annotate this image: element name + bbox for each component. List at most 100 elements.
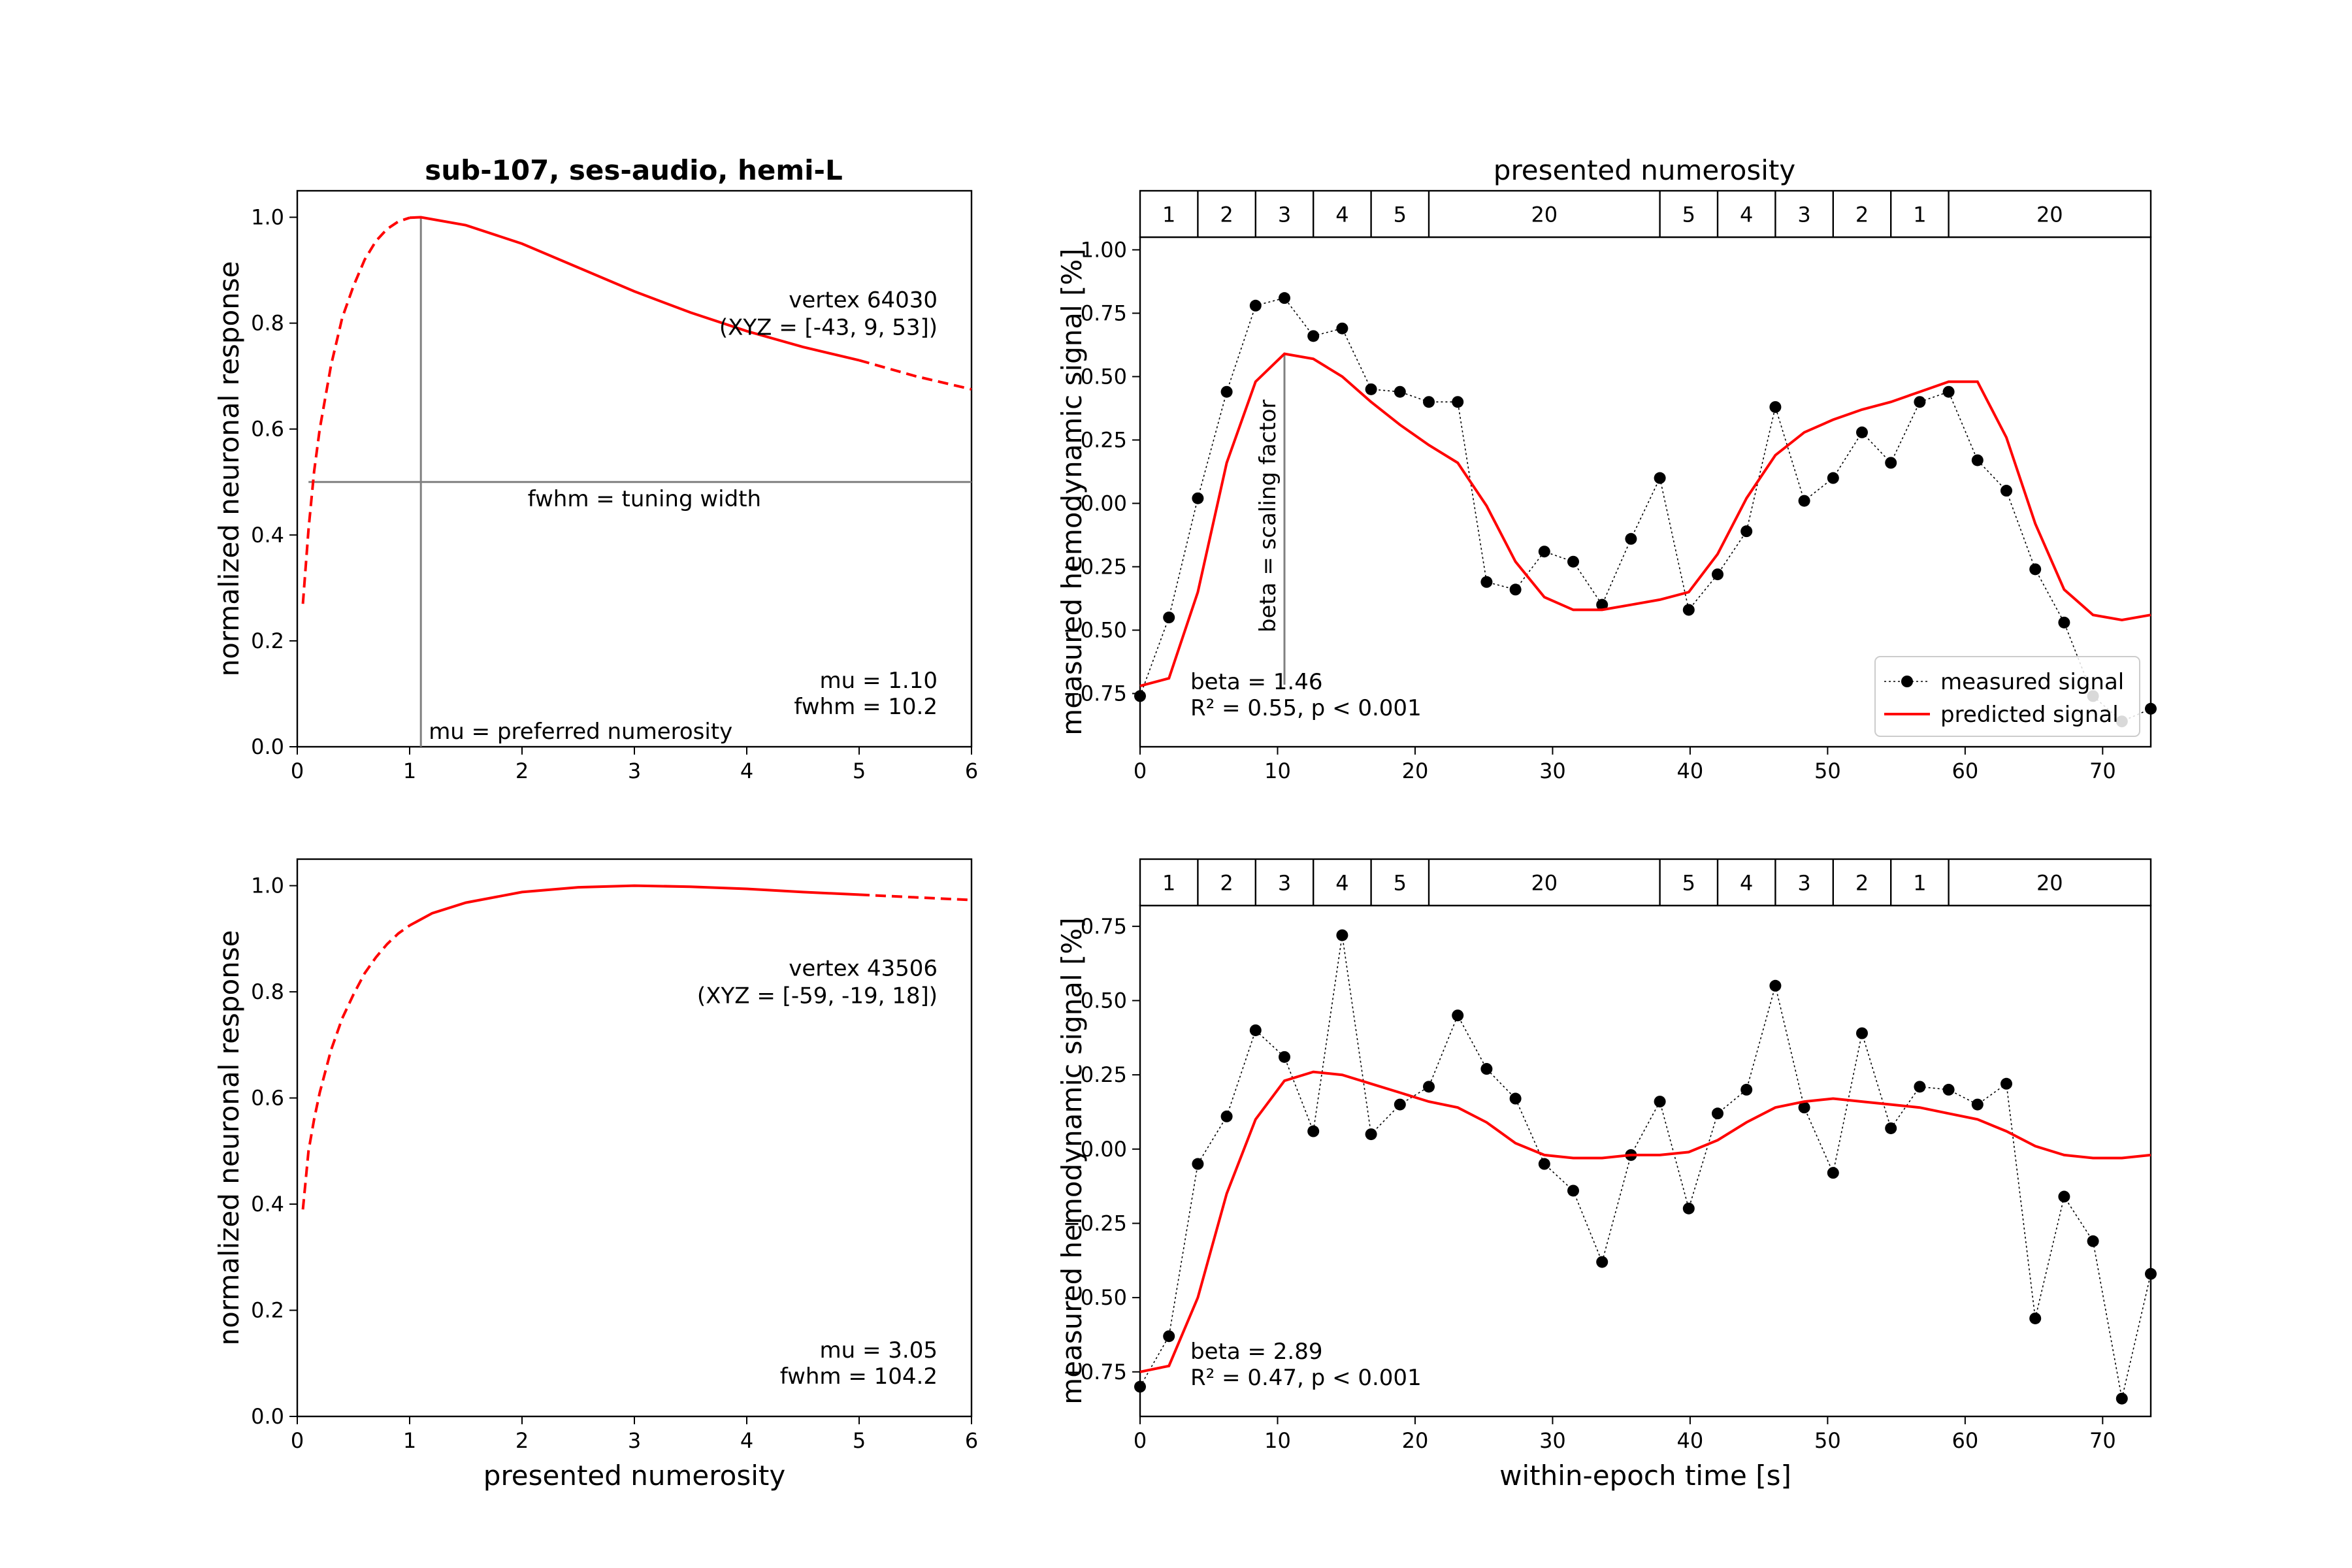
timecourse-bottom-measured-point [1480,1063,1493,1075]
timecourse-top-measured-point [1394,385,1406,398]
timecourse-top-stimulus-label: 3 [1278,203,1291,227]
timecourse-top-measured-point [1712,568,1723,581]
timecourse-bottom-measured-point [1538,1158,1550,1170]
timecourse-top-stimulus-label: 2 [1855,203,1869,227]
timecourse-bottom-y-tick-label: 0.75 [1081,914,1127,939]
timecourse-bottom-x-tick-label: 60 [1952,1428,1978,1453]
tuning-bottom-y-tick-label: 0.2 [251,1298,284,1323]
timecourse-top-measured-point [1856,426,1868,438]
tuning-bottom-x-tick-label: 3 [628,1428,641,1453]
timecourse-top-stimulus-label: 5 [1682,203,1695,227]
timecourse-top-x-tick-label: 10 [1264,759,1291,783]
timecourse-top-measured-line [1139,297,2151,723]
timecourse-bottom-fit-stats: R² = 0.47, p < 0.001 [1190,1365,1422,1391]
timecourse-bottom-x-tick-label: 30 [1539,1428,1566,1453]
timecourse-top-y-axis-label: measured hemodynamic signal [%] [1056,248,1088,735]
timecourse-top-measured-point [1596,598,1609,611]
timecourse-top-measured-point [1827,472,1839,484]
tuning-bottom-x-axis-label: presented numerosity [483,1460,785,1492]
tuning-top-fwhm-guide-label: fwhm = tuning width [528,486,761,512]
timecourse-bottom-stimulus-label: 20 [2036,871,2063,896]
timecourse-bottom-x-tick-label: 20 [1402,1428,1429,1453]
timecourse-bottom-x-tick-label: 50 [1814,1428,1841,1453]
timecourse-top-fit-stats: R² = 0.55, p < 0.001 [1190,695,1422,721]
tuning-top-y-tick-label: 0.0 [251,734,284,759]
timecourse-bottom-measured-point [1423,1081,1435,1093]
timecourse-bottom-measured-point [1654,1096,1666,1108]
timecourse-top-y-tick-label: 0.50 [1081,364,1127,389]
timecourse-top-measured-point [1654,472,1666,484]
tuning-top-y-tick-label: 0.6 [251,417,284,442]
timecourse-top-measured-point [2145,702,2157,715]
timecourse-bottom-stimulus-label: 5 [1394,871,1407,896]
tuning-top-axes-frame [296,189,973,748]
timecourse-top-stimulus-label: 5 [1394,203,1407,227]
tuning-top-xyz-label: (XYZ = [-43, 9, 53]) [719,314,938,340]
timecourse-bottom-measured-point [1856,1027,1868,1039]
timecourse-bottom-y-tick-label: 0.00 [1081,1137,1127,1162]
timecourse-top-measured-point [1365,383,1377,395]
timecourse-bottom-measured-point [2087,1235,2099,1247]
timecourse-top-y-tick-label: −0.75 [1063,681,1127,706]
tuning-top-mu-guide-label: mu = preferred numerosity [429,719,732,745]
timecourse-bottom-stimulus-label: 5 [1682,871,1695,896]
tuning-top-y-tick-label: 0.4 [251,523,284,547]
timecourse-top-measured-point [1567,555,1579,568]
tuning-bottom-x-tick-label: 0 [291,1428,304,1453]
tuning-bottom-vertex-label: vertex 43506 [789,956,938,982]
timecourse-top-measured-point [1163,612,1175,624]
tuning-bottom-x-tick-label: 6 [965,1428,978,1453]
timecourse-bottom-y-tick-label: −0.75 [1063,1360,1127,1384]
timecourse-top-measured-point [2058,616,2070,629]
timecourse-top-measured-point [1279,292,1290,304]
tuning-bottom-y-tick-label: 0.8 [251,979,284,1004]
timecourse-bottom-beta-value: beta = 2.89 [1190,1339,1322,1365]
timecourse-bottom-predicted-line [1139,1070,2151,1373]
tuning-bottom-x-tick-label: 1 [403,1428,416,1453]
timecourse-bottom-measured-point [1279,1051,1290,1063]
tuning-top-tuning-curve-dashed-low [301,216,410,604]
tuning-top-x-tick-label: 5 [853,759,866,783]
timecourse-top-stimulus-label: 1 [1913,203,1926,227]
tuning-bottom-tuning-curve-solid [409,884,860,927]
timecourse-top-measured-point [1625,532,1637,545]
tuning-bottom-mu-value: mu = 3.05 [820,1337,938,1364]
tuning-top-x-tick-label: 2 [515,759,529,783]
timecourse-bottom-stimulus-label: 1 [1162,871,1175,896]
tuning-top-tuning-curve-solid [409,216,860,362]
timecourse-bottom-y-tick-label: 0.25 [1081,1062,1127,1087]
timecourse-bottom-measured-point [1885,1122,1897,1134]
timecourse-top-measured-point [1885,457,1897,469]
timecourse-bottom-measured-point [1914,1081,1926,1093]
timecourse-bottom-measured-point [1336,929,1348,941]
timecourse-bottom-y-tick-label: −0.25 [1063,1211,1127,1235]
tuning-top-vertex-label: vertex 64030 [789,287,938,313]
timecourse-top-beta-guide-label: beta = scaling factor [1255,400,1281,632]
tuning-bottom-y-tick-label: 1.0 [251,874,284,898]
timecourse-top-x-tick-label: 0 [1134,759,1147,783]
timecourse-top-measured-point [1249,299,1262,312]
tuning-curve-bottom-panel: 0 1 2 3 4 5 6 0.0 0.2 0.4 0.6 0.8 1.0 presented numer… [213,858,978,1492]
timecourse-top-measured-point [2001,485,2012,497]
timecourse-bottom-measured-point [1682,1202,1695,1215]
timecourse-top-stimulus-label: 20 [1531,203,1558,227]
timecourse-top-x-tick-label: 30 [1539,759,1566,783]
tuning-top-x-tick-label: 3 [628,759,641,783]
timecourse-top-stimulus-label: 4 [1740,203,1753,227]
timecourse-top-measured-point [1423,396,1435,408]
timecourse-bottom-y-axis-label: measured hemodynamic signal [%] [1056,917,1088,1404]
timecourse-bottom-stimulus-label: 3 [1278,871,1291,896]
timecourse-top-panel: 0 10 20 30 40 50 60 70 −0.75 −0.50 −0.25 0.00 0.25 0.… [1056,189,2157,783]
timecourse-top-y-tick-label: 0.00 [1081,491,1127,515]
timecourse-top-measured-point [1914,396,1926,408]
tuning-bottom-y-tick-label: 0.0 [251,1404,284,1429]
timecourse-top-y-tick-label: −0.25 [1063,554,1127,579]
timecourse-top-y-tick-label: 1.00 [1081,237,1127,262]
timecourse-top-measured-point [1740,525,1753,538]
timecourse-top-x-tick-label: 40 [1677,759,1704,783]
timecourse-bottom-measured-point [1596,1256,1609,1268]
tuning-top-x-tick-label: 6 [965,759,978,783]
timecourse-bottom-x-tick-label: 0 [1134,1428,1147,1453]
timecourse-bottom-stimulus-label: 2 [1855,871,1869,896]
timecourse-top-stimulus-label: 20 [2036,203,2063,227]
